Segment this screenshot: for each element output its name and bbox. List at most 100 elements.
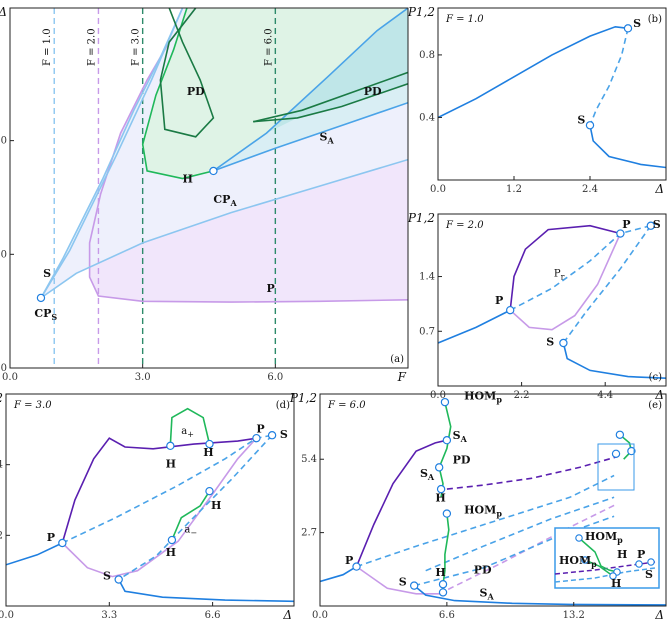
plot-area <box>438 224 666 379</box>
series-0 <box>438 309 511 344</box>
curve-label: P <box>266 282 274 295</box>
slice-label: F = 6.0 <box>263 28 274 66</box>
series-7 <box>414 515 615 587</box>
curve-label-text: H <box>435 491 445 504</box>
y-axis-label: Δ <box>0 5 7 19</box>
series-0 <box>320 565 357 583</box>
bifurcation-point <box>623 24 633 33</box>
series-p <box>88 8 408 303</box>
series-9 <box>438 402 452 498</box>
inset-unstable-branch <box>554 561 656 575</box>
curve-label-text: S <box>480 586 488 599</box>
inset-hopf-curve <box>578 537 618 573</box>
bifurcation-point <box>438 580 448 589</box>
curve-label-text: PD <box>453 453 471 466</box>
plot-area <box>6 407 294 603</box>
curve-label: Pr <box>554 269 565 282</box>
curve-label-text: HOM <box>585 530 617 543</box>
curve-label-subscript: S <box>51 312 57 322</box>
curve-label-text: H <box>166 546 176 559</box>
bifurcation-point <box>627 446 636 456</box>
plot-area <box>320 402 666 606</box>
panel-b: S S 0.0 1.2 2.4 0.4 0.8 Δ P1,2 (b) F = 1.0 <box>407 5 667 196</box>
curve-label-text: a <box>181 426 187 437</box>
inset-saddle-branch <box>554 567 656 583</box>
bifurcation-point <box>442 436 452 445</box>
curve-label-text: HOM <box>559 554 591 567</box>
y-axis-label: P1,2 <box>289 391 317 405</box>
inset-point <box>609 572 617 580</box>
series-7 <box>171 490 211 541</box>
curve-label-text: a <box>184 524 190 535</box>
curve-label: S <box>399 576 407 589</box>
curve-label: S <box>546 335 554 348</box>
x-axis-label: F <box>397 370 407 384</box>
curve-label-text: CP <box>213 193 230 206</box>
curve-label-subscript: A <box>229 198 237 208</box>
curve-label-text: S <box>653 218 661 231</box>
inset-point <box>575 534 583 542</box>
curve-label-text: S <box>453 429 461 442</box>
y-axis-label: P1,2 <box>407 211 435 225</box>
curve-label-subscript: p <box>496 394 502 404</box>
series-1 <box>355 439 448 567</box>
curve-label: S <box>103 570 111 583</box>
curve-label-subscript: A <box>327 136 335 146</box>
curve-label: HOMp <box>464 504 502 519</box>
series-sa <box>213 101 408 172</box>
curve-label-subscript: A <box>460 434 468 444</box>
series-pd <box>253 71 408 123</box>
curve-label-text: P <box>554 269 561 280</box>
bifurcation-point <box>167 535 177 545</box>
series-5 <box>562 342 666 379</box>
bifurcation-point <box>352 562 361 571</box>
x-tick-label: 0.0 <box>2 372 18 383</box>
series-4 <box>562 225 652 344</box>
curve-label: PD <box>453 453 471 466</box>
panel-annotation: F = 3.0 <box>13 400 52 411</box>
series-0 <box>6 542 63 566</box>
bifurcation-point <box>585 121 595 130</box>
slice-label: F = 2.0 <box>86 28 97 66</box>
series-h <box>141 8 214 180</box>
series-s <box>40 158 408 299</box>
curve-label: S <box>43 267 51 280</box>
axes-frame <box>319 393 667 607</box>
curve-label-text: P <box>637 548 645 561</box>
curve-label-text: S <box>399 576 407 589</box>
curve-label-text: S <box>546 335 554 348</box>
bifurcation-point <box>409 581 419 590</box>
panel-label: (d) <box>276 400 290 411</box>
curve-label: H <box>182 172 192 185</box>
x-tick-label: 6.6 <box>439 610 455 621</box>
series-2 <box>589 125 666 169</box>
series-4 <box>118 434 273 581</box>
bifurcation-point <box>442 509 452 518</box>
curve-label: PD <box>364 85 382 98</box>
series-3 <box>509 224 651 311</box>
bifurcation-point <box>611 449 621 458</box>
bifurcation-point <box>434 463 444 472</box>
curve-label-text: H <box>182 172 192 185</box>
curve-label-text: S <box>645 568 653 581</box>
panel-annotation: F = 2.0 <box>445 220 484 231</box>
bifurcation-point <box>58 538 67 548</box>
plot-area <box>438 25 666 169</box>
plot-area <box>40 8 408 368</box>
curve-label-text: S <box>420 467 428 480</box>
panel-label: (b) <box>648 14 662 25</box>
axes-frame <box>437 213 667 387</box>
curve-label-text: S <box>280 428 288 441</box>
curve-label: H <box>166 458 176 471</box>
curve-label-text: P <box>495 294 503 307</box>
curve-label: H <box>617 548 627 561</box>
y-tick-label: 1.4 <box>419 272 435 283</box>
series-5 <box>117 579 294 603</box>
series-pd <box>159 8 215 138</box>
curve-label-text: H <box>211 499 221 512</box>
region-teal <box>266 8 408 134</box>
panel-label: (c) <box>649 372 663 383</box>
